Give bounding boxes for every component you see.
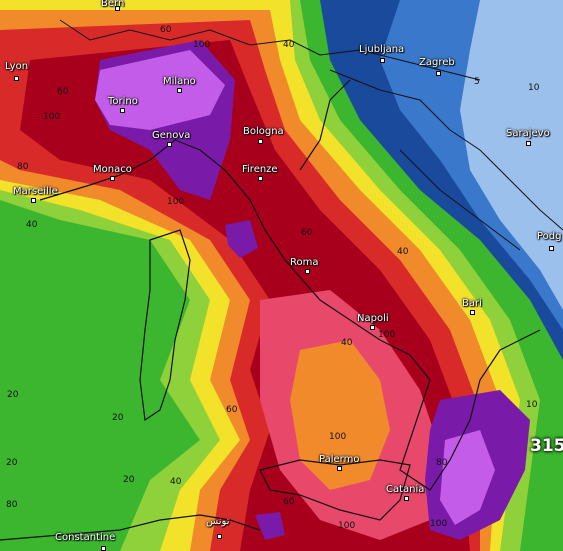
contour-label: 80 (6, 500, 18, 510)
city-marker-firenze (258, 176, 263, 181)
contour-label: 10 (526, 400, 538, 410)
city-label-napoli: Napoli (357, 313, 389, 324)
city-marker-zagreb (436, 71, 441, 76)
contour-label: 20 (112, 413, 124, 423)
coastline-sardinia (139, 229, 191, 422)
city-marker-constantine (101, 546, 106, 551)
field-purple-tuscany (225, 220, 258, 258)
city-label-podgorica: Podg (537, 231, 562, 242)
contour-label: 40 (397, 247, 409, 257)
city-label-marseille: Marseille (13, 186, 58, 197)
city-label-bern: Bern (101, 0, 125, 9)
city-label-bari: Bari (462, 298, 482, 309)
contour-label: 80 (436, 458, 448, 468)
contour-label: 100 (378, 330, 396, 340)
city-label-monaco: Monaco (93, 164, 132, 175)
city-marker-napoli (370, 325, 375, 330)
city-marker-ljubljana (380, 58, 385, 63)
contour-label: 5 (474, 77, 480, 87)
city-marker-catania (404, 496, 409, 501)
contour-label: 20 (7, 390, 19, 400)
city-label-ljubljana: Ljubljana (359, 44, 405, 55)
contour-label: 40 (170, 477, 182, 487)
field-orange-inner (290, 340, 390, 490)
city-label-zagreb: Zagreb (419, 57, 455, 68)
contour-label: 10 (528, 83, 540, 93)
city-label-catania: Catania (386, 484, 425, 495)
field-blue-light (460, 0, 563, 310)
contour-label: 100 (430, 519, 448, 529)
contour-label: 100 (338, 521, 356, 531)
contour-label: 60 (283, 497, 295, 507)
contour-label: 60 (301, 228, 313, 238)
city-label-tunis: تونس (206, 516, 230, 527)
city-marker-palermo (337, 466, 342, 471)
coastline-sicily (259, 459, 411, 521)
city-marker-marseille (31, 198, 36, 203)
coastline-africa (0, 514, 261, 541)
contour-label: 100 (329, 432, 347, 442)
field-purple-tunisia (255, 512, 285, 540)
max-value-label: 315 (530, 436, 563, 456)
city-label-genova: Genova (152, 130, 191, 141)
city-marker-bern (115, 6, 120, 11)
city-marker-sarajevo (526, 141, 531, 146)
city-marker-podgorica (549, 246, 554, 251)
city-label-bologna: Bologna (243, 126, 284, 137)
city-label-lyon: Lyon (5, 61, 29, 72)
city-marker-lyon (14, 76, 19, 81)
contour-label: 80 (17, 162, 29, 172)
contour-label: 20 (6, 458, 18, 468)
city-marker-bologna (258, 139, 263, 144)
city-marker-tunis (217, 534, 222, 539)
city-label-milano: Milano (163, 76, 196, 87)
city-label-torino: Torino (108, 96, 138, 107)
contour-label: 60 (57, 87, 69, 97)
contour-label: 100 (167, 197, 185, 207)
city-label-firenze: Firenze (242, 164, 278, 175)
field-violet-north (95, 50, 225, 130)
contour-label: 20 (123, 475, 135, 485)
city-marker-torino (120, 108, 125, 113)
city-marker-genova (167, 142, 172, 147)
city-marker-milano (177, 88, 182, 93)
city-marker-bari (470, 310, 475, 315)
contour-label: 100 (43, 112, 61, 122)
city-label-constantine: Constantine (55, 532, 116, 543)
contour-label: 60 (226, 405, 238, 415)
contour-label: 40 (26, 220, 38, 230)
contour-label: 60 (160, 25, 172, 35)
city-label-roma: Roma (290, 257, 319, 268)
contour-label: 40 (283, 40, 295, 50)
border-balkans (329, 69, 563, 251)
city-marker-monaco (110, 176, 115, 181)
border-alps (59, 19, 481, 81)
contour-label: 40 (341, 338, 353, 348)
city-marker-roma (305, 269, 310, 274)
city-label-sarajevo: Sarajevo (506, 128, 550, 139)
contour-label: 100 (193, 40, 211, 50)
city-label-palermo: Palermo (319, 454, 360, 465)
